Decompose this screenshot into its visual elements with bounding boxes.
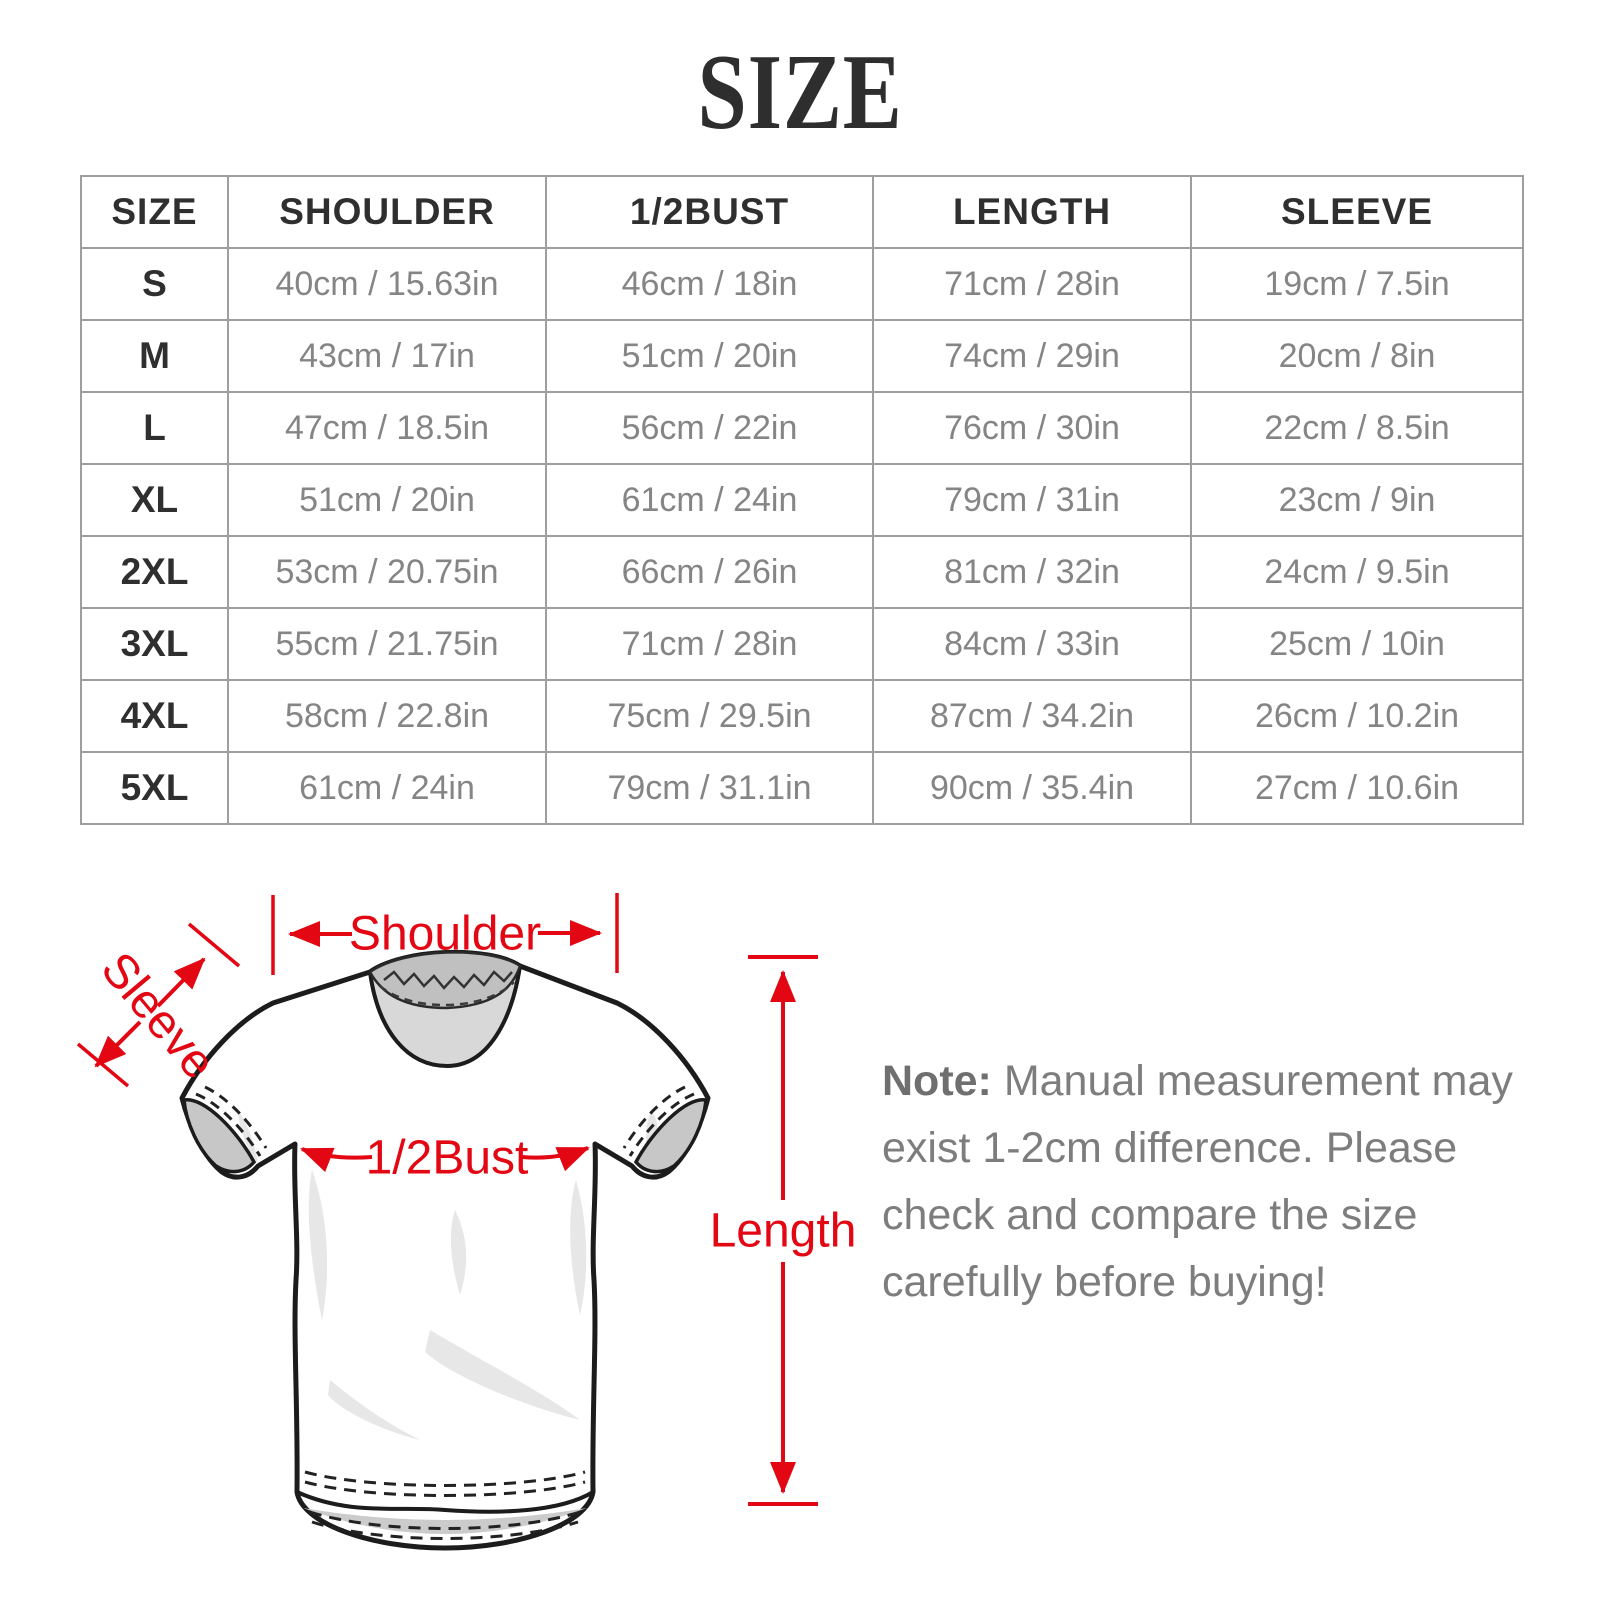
size-cell: S <box>80 247 229 321</box>
size-cell: 5XL <box>80 751 229 825</box>
sleeve-cell: 27cm / 10.6in <box>1190 751 1524 825</box>
column-header-length: LENGTH <box>872 175 1192 249</box>
length-label: Length <box>710 1205 857 1258</box>
length-cell: 81cm / 32in <box>872 535 1192 609</box>
length-cell: 84cm / 33in <box>872 607 1192 681</box>
bust-cell: 46cm / 18in <box>545 247 874 321</box>
table-row: 4XL 58cm / 22.8in 75cm / 29.5in 87cm / 3… <box>80 679 1524 753</box>
bust-cell: 71cm / 28in <box>545 607 874 681</box>
tshirt-diagram-svg: Shoulder Sleeve 1/2Bust Length <box>76 893 857 1551</box>
table-row: 3XL 55cm / 21.75in 71cm / 28in 84cm / 33… <box>80 607 1524 681</box>
note-text: Note: Manual measurement may exist 1-2cm… <box>882 1048 1522 1316</box>
bust-cell: 66cm / 26in <box>545 535 874 609</box>
tshirt-drawing <box>179 949 711 1551</box>
shoulder-cell: 53cm / 20.75in <box>227 535 547 609</box>
right-cuff <box>622 1085 708 1174</box>
table-row: 2XL 53cm / 20.75in 66cm / 26in 81cm / 32… <box>80 535 1524 609</box>
bust-cell: 56cm / 22in <box>545 391 874 465</box>
collar <box>367 950 523 1069</box>
sleeve-cell: 24cm / 9.5in <box>1190 535 1524 609</box>
shoulder-cell: 58cm / 22.8in <box>227 679 547 753</box>
sleeve-cell: 26cm / 10.2in <box>1190 679 1524 753</box>
length-cell: 74cm / 29in <box>872 319 1192 393</box>
bust-cell: 61cm / 24in <box>545 463 874 537</box>
size-cell: 2XL <box>80 535 229 609</box>
bust-cell: 79cm / 31.1in <box>545 751 874 825</box>
note-label: Note: <box>882 1057 992 1105</box>
bust-cell: 75cm / 29.5in <box>545 679 874 753</box>
sleeve-label: Sleeve <box>91 943 226 1089</box>
sleeve-cell: 19cm / 7.5in <box>1190 247 1524 321</box>
bust-label: 1/2Bust <box>366 1132 529 1185</box>
table-row: 5XL 61cm / 24in 79cm / 31.1in 90cm / 35.… <box>80 751 1524 825</box>
shoulder-label: Shoulder <box>349 908 541 961</box>
table-row: M 43cm / 17in 51cm / 20in 74cm / 29in 20… <box>80 319 1524 393</box>
size-cell: 3XL <box>80 607 229 681</box>
size-cell: L <box>80 391 229 465</box>
note-body: Manual measurement may exist 1-2cm diffe… <box>882 1057 1513 1306</box>
shoulder-cell: 40cm / 15.63in <box>227 247 547 321</box>
tshirt-outline <box>179 949 711 1551</box>
bust-cell: 51cm / 20in <box>545 319 874 393</box>
sleeve-cell: 23cm / 9in <box>1190 463 1524 537</box>
shoulder-measure-arrow <box>271 893 619 975</box>
length-cell: 79cm / 31in <box>872 463 1192 537</box>
wrinkle-shading <box>238 1110 659 1440</box>
column-header-shoulder: SHOULDER <box>227 175 547 249</box>
page-title: SIZE <box>697 33 903 152</box>
table-row: XL 51cm / 20in 61cm / 24in 79cm / 31in 2… <box>80 463 1524 537</box>
length-measure-arrow <box>748 955 818 1506</box>
sleeve-cell: 20cm / 8in <box>1190 319 1524 393</box>
column-header-size: SIZE <box>80 175 229 249</box>
size-cell: M <box>80 319 229 393</box>
page-title-wrap: SIZE <box>0 33 1600 152</box>
shoulder-cell: 43cm / 17in <box>227 319 547 393</box>
size-cell: 4XL <box>80 679 229 753</box>
tshirt-diagram: Shoulder Sleeve 1/2Bust Length <box>0 860 1600 1600</box>
table-row: S 40cm / 15.63in 46cm / 18in 71cm / 28in… <box>80 247 1524 321</box>
column-header-bust: 1/2BUST <box>545 175 874 249</box>
shoulder-cell: 51cm / 20in <box>227 463 547 537</box>
measurement-annotations <box>76 893 818 1506</box>
column-header-sleeve: SLEEVE <box>1190 175 1524 249</box>
bust-measure-arrow <box>300 1146 590 1173</box>
size-table: SIZE SHOULDER 1/2BUST LENGTH SLEEVE S 40… <box>80 175 1524 825</box>
length-cell: 90cm / 35.4in <box>872 751 1192 825</box>
shoulder-cell: 47cm / 18.5in <box>227 391 547 465</box>
shoulder-cell: 55cm / 21.75in <box>227 607 547 681</box>
length-cell: 87cm / 34.2in <box>872 679 1192 753</box>
length-cell: 76cm / 30in <box>872 391 1192 465</box>
sleeve-cell: 25cm / 10in <box>1190 607 1524 681</box>
shoulder-cell: 61cm / 24in <box>227 751 547 825</box>
sleeve-cell: 22cm / 8.5in <box>1190 391 1524 465</box>
size-cell: XL <box>80 463 229 537</box>
table-header-row: SIZE SHOULDER 1/2BUST LENGTH SLEEVE <box>80 175 1524 249</box>
length-cell: 71cm / 28in <box>872 247 1192 321</box>
hem <box>296 1470 595 1540</box>
table-row: L 47cm / 18.5in 56cm / 22in 76cm / 30in … <box>80 391 1524 465</box>
sleeve-measure-arrow <box>76 922 241 1088</box>
left-cuff <box>182 1085 268 1174</box>
